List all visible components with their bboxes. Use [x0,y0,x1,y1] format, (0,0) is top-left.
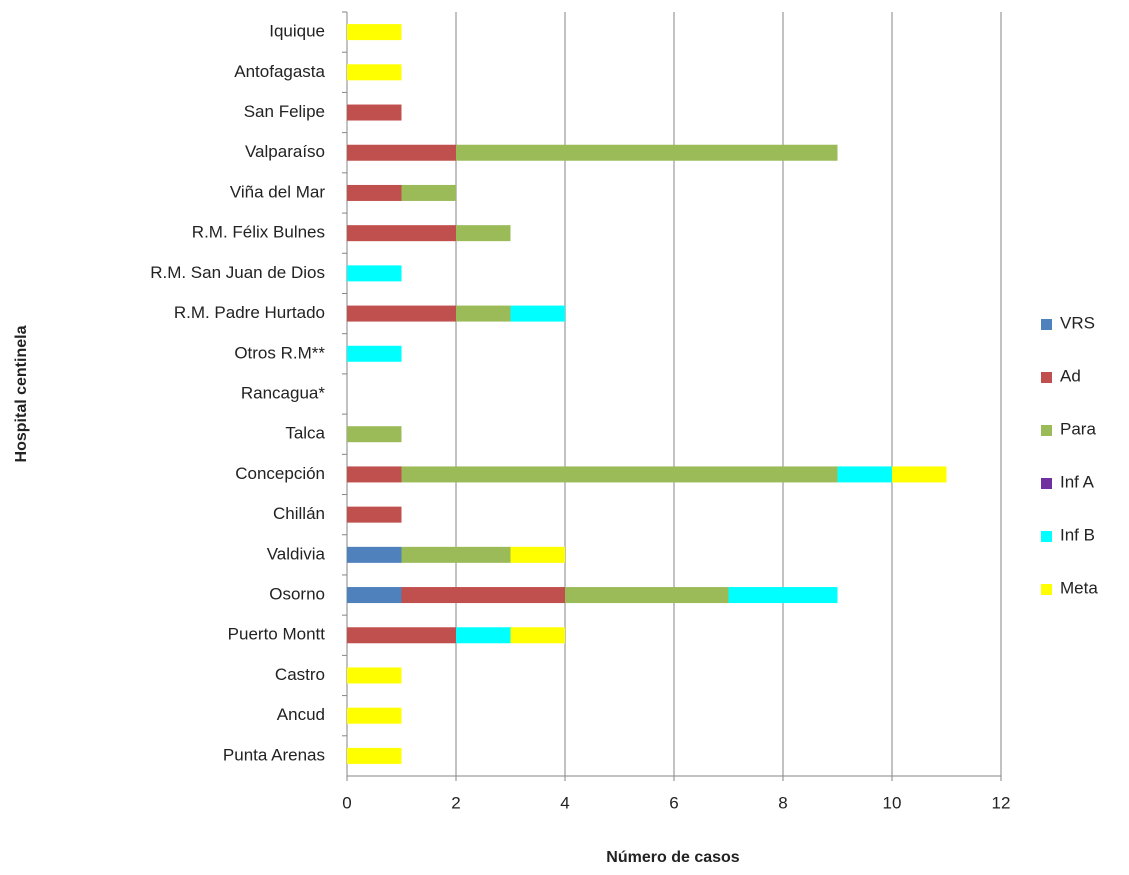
bar-segment [456,225,511,242]
y-tick-label: Valparaíso [245,142,325,161]
legend-swatch [1041,425,1052,436]
y-tick-label: Rancagua* [241,383,326,402]
legend-swatch [1041,478,1052,489]
bar-segment [347,345,402,362]
x-tick-label: 12 [992,793,1011,812]
bar-segment [456,144,838,161]
x-axis-title: Número de casos [606,849,739,866]
y-axis-title: Hospital centinela [13,325,30,462]
bar-segment [456,305,511,322]
bar-segment [347,305,456,322]
bar-segment [456,627,511,644]
y-tick-label: Ancud [277,705,325,724]
y-tick-label: Valdivia [267,544,326,563]
bar-segment [401,587,565,604]
x-tick-label: 2 [451,793,460,812]
y-tick-label: Antofagasta [234,62,325,81]
y-tick-label: Puerto Montt [228,625,326,644]
bar-segment [510,627,565,644]
bar-segment [347,426,402,443]
bar-segment [347,747,402,764]
bar-segment [347,587,402,604]
bar-segment [347,184,402,201]
bar-segment [565,587,729,604]
legend-swatch [1041,372,1052,383]
y-tick-label: Concepción [235,464,325,483]
y-tick-label: Chillán [273,504,325,523]
bar-segment [401,546,511,563]
y-tick-label: Viña del Mar [230,182,325,201]
y-tick-label: R.M. Padre Hurtado [174,303,325,322]
bar-segment [892,466,947,483]
bar-segment [347,225,456,242]
y-tick-label: R.M. San Juan de Dios [150,263,325,282]
y-tick-label: Osorno [269,585,325,604]
y-tick-label: Talca [285,424,325,443]
x-tick-label: 0 [342,793,351,812]
x-tick-label: 10 [883,793,902,812]
bar-segment [347,466,402,483]
legend-label: Inf A [1060,472,1095,491]
legend-label: Meta [1060,578,1098,597]
x-tick-label: 4 [560,793,569,812]
bar-segment [347,144,456,161]
bar-segment [837,466,892,483]
x-tick-label: 6 [669,793,678,812]
bar-segment [347,24,402,41]
legend-label: Para [1060,419,1096,438]
legend-label: Ad [1060,366,1081,385]
legend-swatch [1041,531,1052,542]
bar-segment [401,184,456,201]
bar-segment [510,305,565,322]
bar-segment [347,104,402,121]
bar-segment [347,506,402,523]
bar-segment [728,587,838,604]
legend-label: VRS [1060,313,1095,332]
y-tick-label: Castro [275,665,325,684]
y-tick-label: San Felipe [244,102,325,121]
bar-segment [347,707,402,724]
y-tick-label: Otros R.M** [234,343,325,362]
bar-segment [347,64,402,81]
bar-segment [510,546,565,563]
y-tick-label: Iquique [269,22,325,41]
y-tick-label: R.M. Félix Bulnes [192,223,325,242]
legend-swatch [1041,584,1052,595]
bar-segment [347,546,402,563]
bar-segment [347,667,402,684]
x-tick-label: 8 [778,793,787,812]
y-tick-label: Punta Arenas [223,745,325,764]
bar-segment [347,265,402,282]
bar-segment [401,466,838,483]
legend-label: Inf B [1060,525,1095,544]
bar-segment [347,627,456,644]
legend-swatch [1041,319,1052,330]
